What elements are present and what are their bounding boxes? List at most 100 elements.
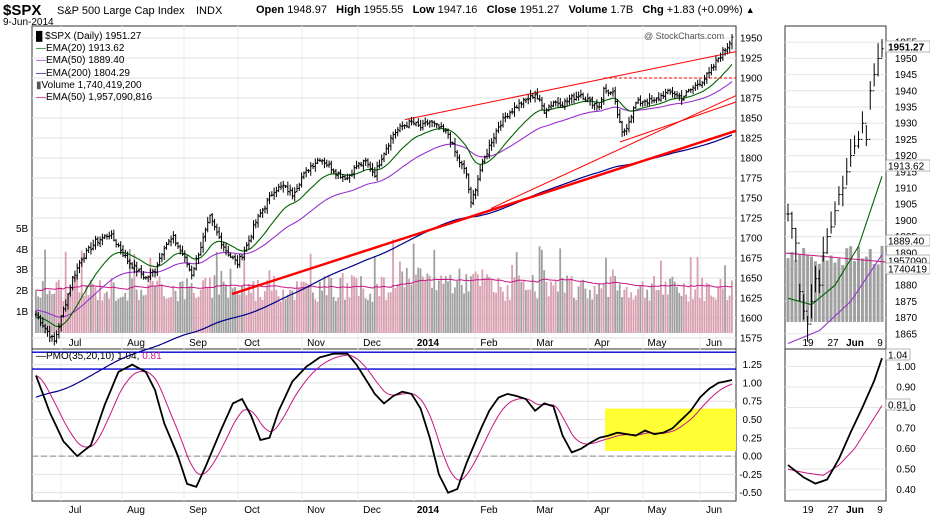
volume-bar xyxy=(593,285,596,333)
volume-bar xyxy=(490,279,493,333)
volume-bar xyxy=(589,289,591,333)
volume-bar xyxy=(623,289,626,333)
volume-bar xyxy=(563,292,566,333)
zoom-volume-bar xyxy=(806,255,810,322)
volume-bar xyxy=(694,289,697,333)
zoom-tick-label: 1910 xyxy=(895,184,918,195)
volume-bar xyxy=(286,294,289,333)
volume-bar xyxy=(389,292,392,333)
volume-bar xyxy=(660,260,662,333)
low-value: 1947.16 xyxy=(437,4,478,16)
close-value: 1951.27 xyxy=(519,4,560,16)
zoom-volume-bar xyxy=(857,246,860,322)
volume-bar xyxy=(497,277,500,333)
volume-bar xyxy=(213,275,216,333)
volume-bar xyxy=(204,277,207,333)
line-icon: — xyxy=(36,43,46,55)
price-tick-label: 1725 xyxy=(740,214,763,225)
volume-bar xyxy=(135,289,138,333)
volume-bar xyxy=(486,274,488,333)
volume-bar xyxy=(570,276,573,333)
month-label: Mar xyxy=(536,338,554,349)
volume-bar xyxy=(403,287,406,333)
zoom-pmo-tick-label: 0.90 xyxy=(896,382,916,393)
month-label-bottom: Sep xyxy=(189,505,207,516)
volume-bar xyxy=(112,282,115,333)
zoom-pmo-tick-label: 0.70 xyxy=(896,424,916,435)
volume-bar xyxy=(717,287,720,333)
volume-bar xyxy=(101,300,104,333)
volume-bar xyxy=(309,253,312,333)
zoom-value-label: 1740419 xyxy=(888,265,927,276)
pmo-signal-line xyxy=(35,354,733,481)
zoom-tick-label: 1915 xyxy=(895,167,918,178)
volume-bar xyxy=(412,243,415,333)
volume-bar xyxy=(366,300,369,333)
zoom-volume-bar xyxy=(860,258,864,322)
volume-bar xyxy=(344,299,346,333)
volume-bar xyxy=(236,292,239,333)
volume-bar xyxy=(357,295,360,333)
volume-bar xyxy=(712,297,715,333)
resistance-trendline xyxy=(404,51,737,121)
zoom-volume-bar xyxy=(864,256,868,322)
zoom-volume-bar xyxy=(837,258,841,322)
volume-bar xyxy=(337,297,340,333)
zoom-tick-label: 1950 xyxy=(895,54,918,65)
zoom-volume-bar xyxy=(845,248,849,322)
zoom-volume-bar xyxy=(849,246,853,322)
volume-bar xyxy=(55,282,58,333)
volume-bar xyxy=(138,299,140,333)
volume-tick-label: 2B xyxy=(16,286,29,297)
volume-bar xyxy=(209,277,211,333)
volume-bar xyxy=(437,280,440,333)
price-tick-label: 1950 xyxy=(740,34,763,45)
volume-bar xyxy=(568,278,571,333)
volume-bar xyxy=(508,299,511,333)
volume-bar xyxy=(373,256,376,333)
volume-bar xyxy=(616,290,619,333)
volume-bar xyxy=(685,294,688,333)
zoom-date-label-bottom: 19 xyxy=(802,505,814,516)
volume-bar xyxy=(470,276,472,333)
volume-bar xyxy=(657,289,660,333)
volume-bar xyxy=(99,280,101,333)
volume-tick-label: 4B xyxy=(16,245,29,256)
volume-bar xyxy=(149,257,152,333)
zoom-volume-ema xyxy=(784,252,887,263)
volume-bar xyxy=(577,286,580,333)
volume-bar xyxy=(664,281,667,333)
volume-bar xyxy=(650,283,653,333)
legend-vol-ema: —EMA(50) 1,957,090,816 xyxy=(36,92,152,104)
volume-bar xyxy=(538,246,541,333)
volume-bar xyxy=(282,289,285,333)
volume-bar xyxy=(518,275,520,333)
volume-bar xyxy=(575,299,578,333)
zoom-value-box xyxy=(885,262,930,275)
volume-bar xyxy=(167,297,170,333)
volume-bar xyxy=(371,301,374,333)
volume-bar xyxy=(89,279,92,333)
zoom-volume-bar xyxy=(786,258,790,322)
volume-bar xyxy=(481,269,484,333)
watermark: @ StockCharts.com xyxy=(644,31,725,41)
volume-label: Volume xyxy=(568,4,608,16)
volume-bar xyxy=(621,297,623,333)
volume-bar xyxy=(476,274,479,333)
volume-bar xyxy=(524,290,527,333)
volume-bar xyxy=(316,301,319,333)
volume-bar xyxy=(566,275,568,333)
volume-bar xyxy=(676,286,678,333)
volume-bar xyxy=(488,276,491,333)
volume-bar xyxy=(731,280,733,333)
zoom-date-label-bottom: Jun xyxy=(846,505,864,516)
volume-bar xyxy=(428,275,431,333)
volume-bar xyxy=(634,295,637,333)
volume-bar xyxy=(284,299,287,333)
volume-bar xyxy=(263,291,266,333)
price-tick-label: 1600 xyxy=(740,314,763,325)
volume-bar xyxy=(362,288,365,333)
zoom-date-label: Jun xyxy=(846,338,864,349)
volume-bar xyxy=(591,299,594,333)
volume-bar xyxy=(671,276,674,333)
